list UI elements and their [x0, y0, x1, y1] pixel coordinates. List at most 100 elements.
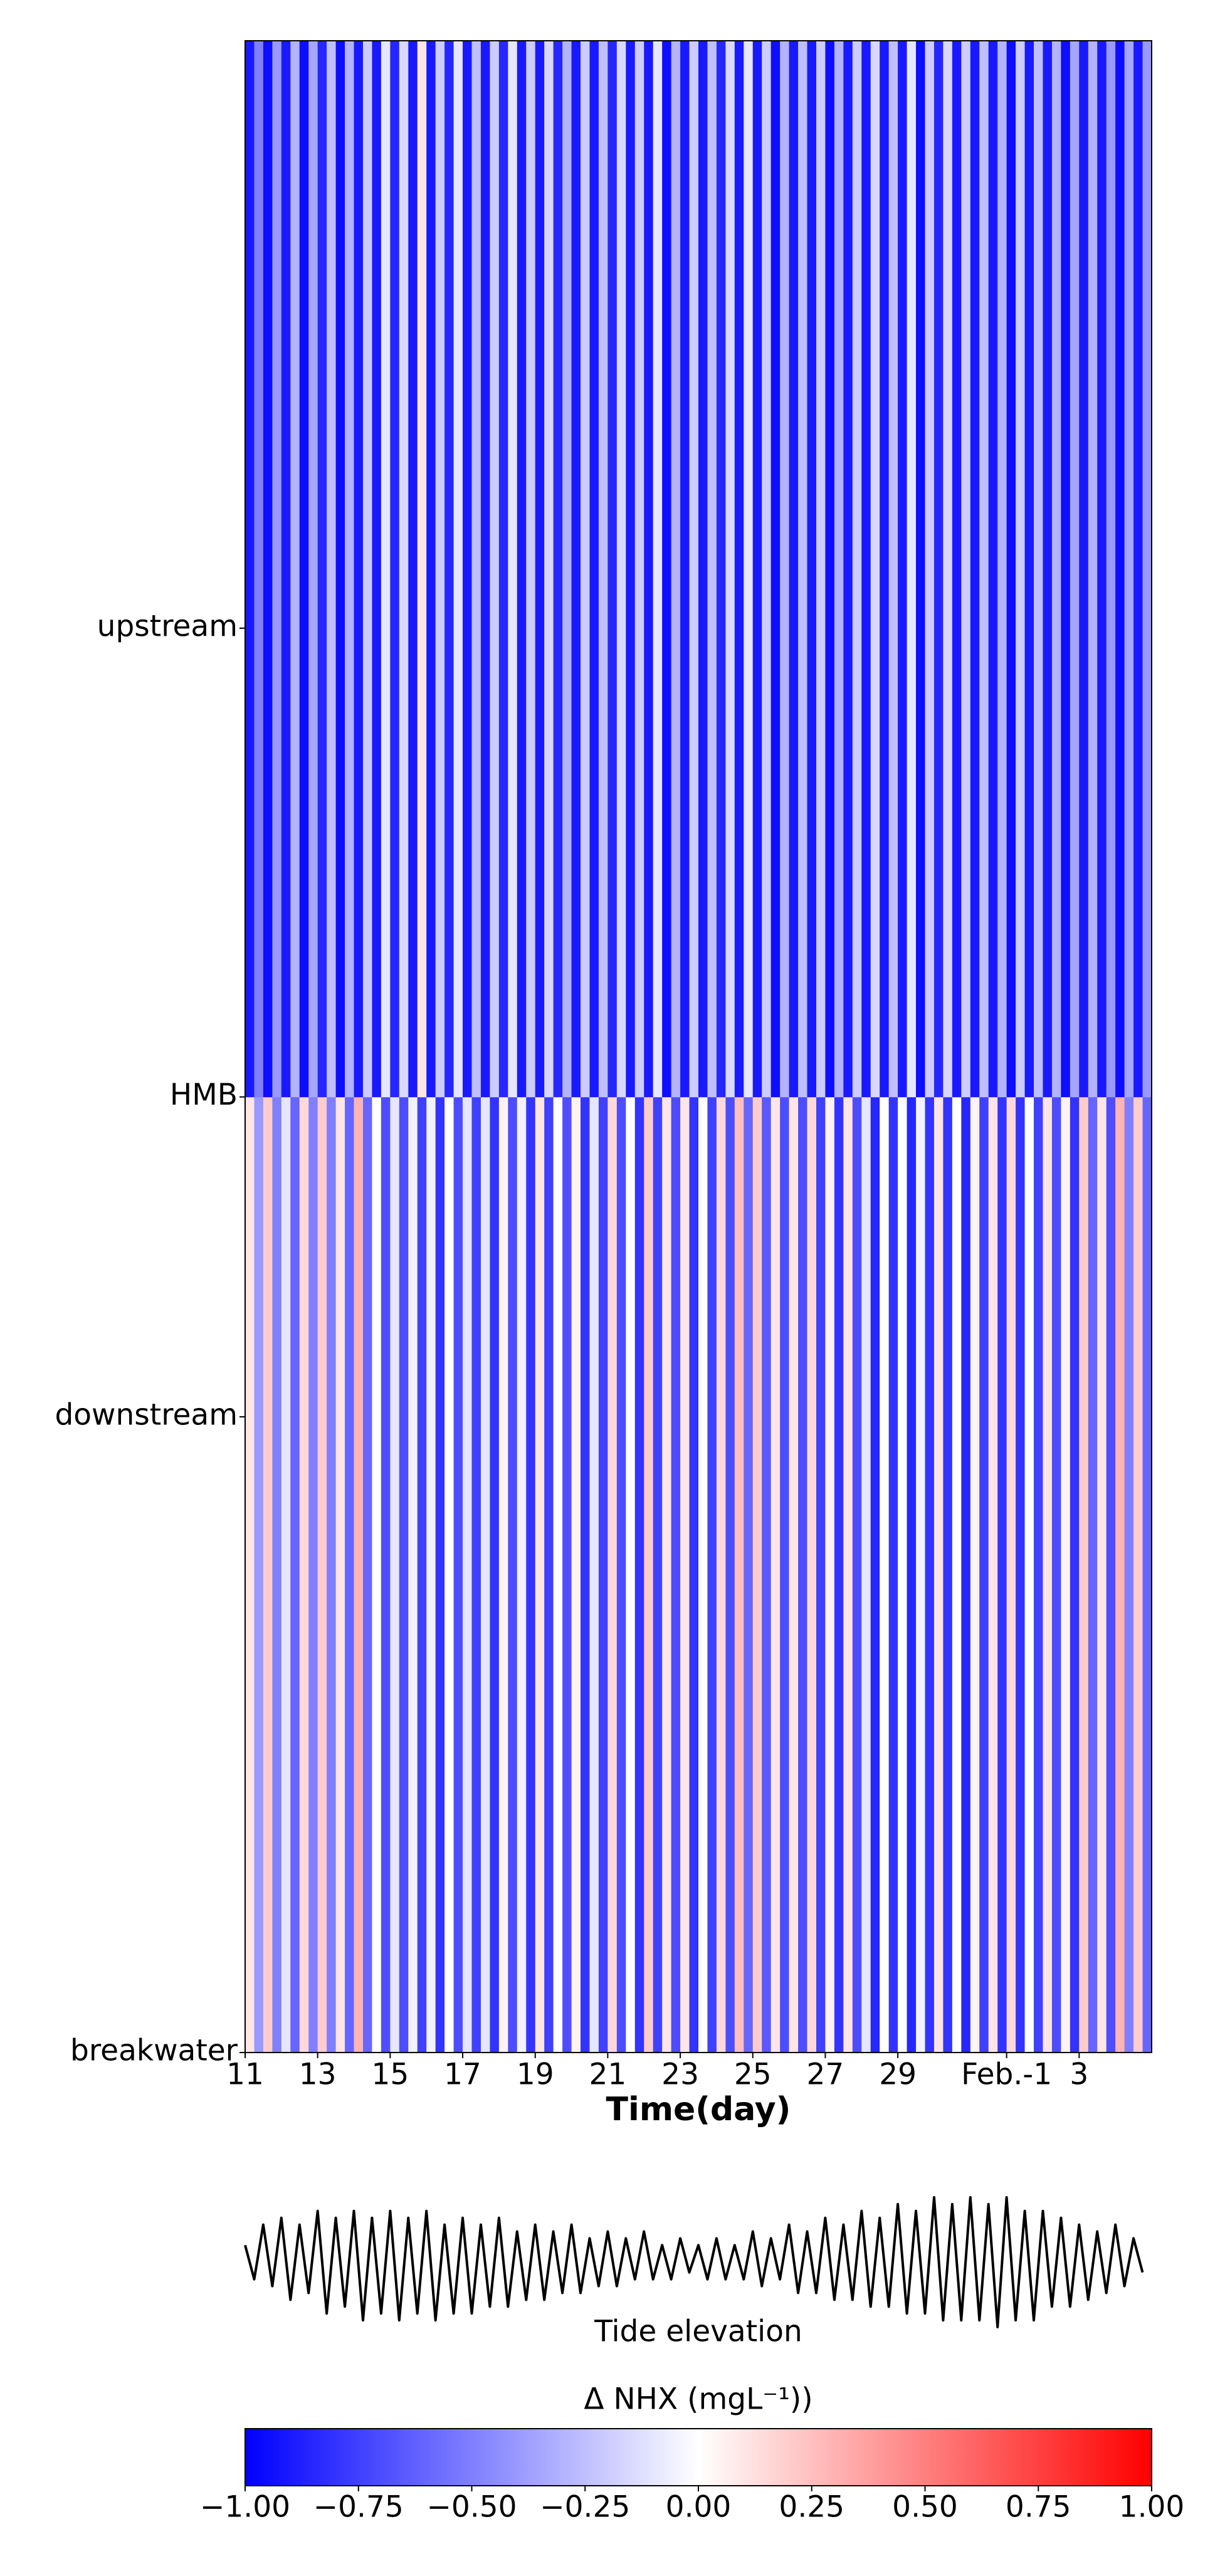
- heatmap-cell: [825, 1096, 835, 2053]
- heatmap-cell: [852, 1096, 862, 2053]
- heatmap-cell: [988, 41, 998, 1098]
- heatmap-cell: [626, 41, 636, 1098]
- heatmap-cell: [290, 1096, 300, 2053]
- heatmap-cell: [716, 1096, 726, 2053]
- heatmap-cell: [1006, 1096, 1016, 2053]
- heatmap-cell: [1024, 41, 1034, 1098]
- heatmap-cell: [1061, 41, 1071, 1098]
- heatmap-cell: [744, 41, 754, 1098]
- heatmap-cell: [308, 41, 318, 1098]
- heatmap-cell: [816, 41, 826, 1098]
- heatmap-cell: [933, 1096, 944, 2053]
- heatmap-cell: [916, 1096, 925, 2053]
- heatmap-cell: [798, 41, 808, 1098]
- heatmap-cell: [970, 1096, 980, 2053]
- heatmap-cell: [807, 41, 817, 1098]
- heatmap-cell: [417, 41, 427, 1098]
- heatmap-cell: [1034, 1096, 1043, 2053]
- heatmap-cell: [698, 1096, 708, 2053]
- heatmap-cell: [680, 41, 690, 1098]
- heatmap-cell: [498, 41, 508, 1098]
- heatmap-cell: [308, 1096, 318, 2053]
- heatmap-cell: [616, 41, 626, 1098]
- heatmap-cell: [952, 1096, 962, 2053]
- heatmap-cell: [508, 1096, 518, 2053]
- heatmap-cell: [1043, 1096, 1053, 2053]
- heatmap-cell: [880, 41, 890, 1098]
- y-tick-label: breakwater: [70, 2034, 238, 2068]
- heatmap-cell: [435, 1096, 445, 2053]
- heatmap-cell: [834, 41, 844, 1098]
- heatmap-cell: [1097, 41, 1107, 1098]
- heatmap-cell: [598, 1096, 608, 2053]
- heatmap-cell: [1079, 41, 1089, 1098]
- colorbar-tick-label: 1.00: [1119, 2490, 1185, 2525]
- heatmap-cell: [870, 41, 880, 1098]
- heatmap-cell: [408, 1096, 418, 2053]
- x-tick-label: 11: [226, 2058, 264, 2092]
- heatmap-cell: [544, 41, 554, 1098]
- heatmap-cell: [589, 41, 599, 1098]
- heatmap-cell: [417, 1096, 427, 2053]
- heatmap-cell: [997, 1096, 1007, 2053]
- x-tick-label: 21: [589, 2058, 626, 2092]
- heatmap-cell: [1088, 1096, 1098, 2053]
- x-tick-label: 19: [517, 2058, 554, 2092]
- heatmap-cell: [254, 1096, 264, 2053]
- heatmap-cell: [662, 41, 672, 1098]
- heatmap-cell: [725, 41, 735, 1098]
- heatmap-cell: [653, 1096, 663, 2053]
- colorbar: [244, 2428, 1152, 2486]
- heatmap-cell: [354, 1096, 364, 2053]
- x-tick-label: 27: [807, 2058, 844, 2092]
- heatmap-cell: [734, 1096, 744, 2053]
- heatmap-cell: [463, 41, 472, 1098]
- x-tick-label: Feb.-1: [961, 2058, 1052, 2092]
- heatmap-cell: [1079, 1096, 1089, 2053]
- heatmap-cell: [725, 1096, 735, 2053]
- heatmap-cell: [263, 41, 273, 1098]
- heatmap-cell: [1070, 41, 1080, 1098]
- heatmap-cell: [571, 41, 581, 1098]
- x-tick-label: 25: [734, 2058, 772, 2092]
- colorbar-tick-label: 0.00: [666, 2490, 732, 2525]
- heatmap-cell: [254, 41, 264, 1098]
- heatmap-cell: [1051, 41, 1061, 1098]
- heatmap-cell: [526, 41, 536, 1098]
- heatmap-cell: [880, 1096, 890, 2053]
- heatmap-cell: [762, 41, 772, 1098]
- heatmap-cell: [834, 1096, 844, 2053]
- heatmap-cell: [861, 41, 871, 1098]
- heatmap-cell: [490, 1096, 500, 2053]
- heatmap-cell: [317, 41, 327, 1098]
- heatmap-cell: [689, 41, 699, 1098]
- heatmap-cell: [898, 1096, 908, 2053]
- heatmap-cell: [345, 1096, 355, 2053]
- heatmap-cell: [589, 1096, 599, 2053]
- heatmap-cell: [399, 41, 409, 1098]
- heatmap-cell: [426, 41, 436, 1098]
- heatmap-cell: [517, 41, 527, 1098]
- heatmap-cell: [825, 41, 835, 1098]
- heatmap-cell: [1070, 1096, 1080, 2053]
- heatmap-cell: [1006, 41, 1016, 1098]
- heatmap-cell: [707, 41, 717, 1098]
- heatmap-cell: [444, 1096, 455, 2053]
- heatmap-cell: [299, 1096, 309, 2053]
- y-tick-label: downstream: [55, 1397, 238, 1432]
- heatmap-cell: [281, 41, 291, 1098]
- heatmap-cell: [689, 1096, 699, 2053]
- heatmap-cell: [562, 1096, 572, 2053]
- heatmap-cell: [1133, 1096, 1144, 2053]
- heatmap-cell: [680, 1096, 690, 2053]
- heatmap-cell: [1034, 41, 1043, 1098]
- heatmap-cell: [671, 1096, 681, 2053]
- heatmap-cell: [327, 41, 337, 1098]
- heatmap-cell: [245, 41, 255, 1098]
- heatmap-cell: [390, 41, 400, 1098]
- heatmap-cell: [399, 1096, 409, 2053]
- heatmap-cell: [272, 1096, 282, 2053]
- heatmap-cell: [979, 1096, 989, 2053]
- heatmap-cell: [453, 1096, 463, 2053]
- x-tick-label: 15: [371, 2058, 409, 2092]
